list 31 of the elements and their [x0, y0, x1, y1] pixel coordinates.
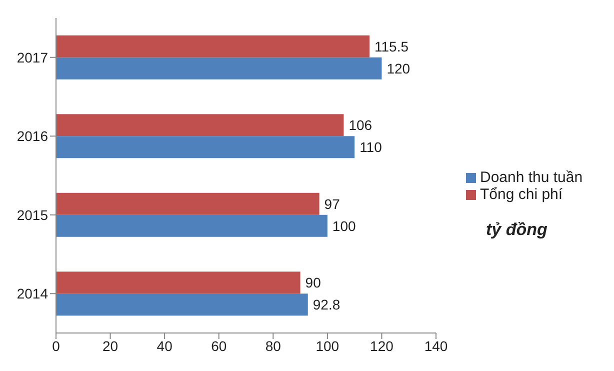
x-tick-label: 0 [52, 338, 60, 354]
x-tick-label: 100 [316, 338, 340, 354]
y-tick-label: 2017 [16, 49, 48, 66]
x-tick-label: 60 [211, 338, 227, 354]
data-label: 100 [332, 218, 356, 234]
y-tick-label: 2014 [16, 286, 48, 302]
y-tick-label: 2015 [16, 206, 48, 223]
x-tick-label: 40 [156, 338, 173, 354]
bar [56, 192, 320, 215]
data-label: 110 [360, 139, 382, 156]
text: tỷ đồng [486, 220, 548, 240]
data-label: 120 [386, 60, 410, 76]
legend-label: Doanh thu tuần [480, 168, 583, 186]
bar [56, 114, 344, 136]
bar [56, 57, 382, 80]
data-label: 106 [348, 117, 372, 134]
y-tick-label: 2016 [16, 128, 48, 144]
x-tick-label: 120 [370, 338, 394, 354]
bar [56, 272, 300, 294]
x-tick-label: 140 [424, 338, 448, 354]
bar [56, 35, 370, 58]
bar [56, 214, 328, 237]
bar [56, 294, 308, 316]
legend-label: Tổng chi phí [480, 186, 563, 202]
data-label: 90 [305, 274, 322, 291]
x-tick-label: 20 [102, 338, 118, 354]
x-tick-label: 80 [265, 338, 282, 354]
bar [56, 136, 355, 158]
data-label: 97 [324, 196, 340, 212]
data-label: 92.8 [312, 296, 340, 313]
data-label: 115.5 [374, 38, 409, 54]
